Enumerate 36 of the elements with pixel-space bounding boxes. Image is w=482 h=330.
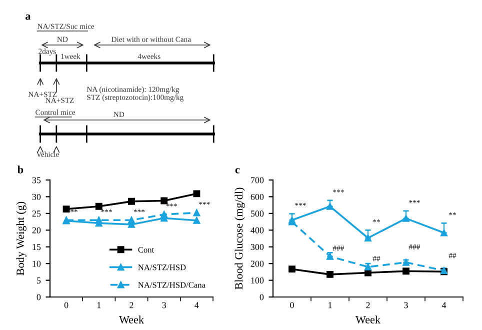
x-tick-label: 2	[366, 302, 370, 308]
y-tick-label: 700	[251, 177, 264, 184]
y-axis-title: Blood Glucose (mg/dl)	[234, 188, 245, 290]
x-tick-label: 4	[442, 302, 446, 308]
y-tick-label: 400	[250, 227, 264, 234]
chart-title: b	[18, 166, 24, 174]
x-axis-title: Week	[356, 316, 381, 324]
y-tick-label: 15	[32, 244, 41, 250]
y-tick-label: 300	[250, 244, 264, 250]
x-axis-title: Week	[119, 316, 144, 324]
y-tick-label: 35	[32, 177, 41, 184]
x-tick-label: 3	[162, 302, 166, 308]
x-tick-label: 1	[97, 302, 101, 308]
x-tick-label: 3	[404, 302, 408, 308]
y-axis-title: Body Weight (g)	[16, 202, 26, 276]
legend-label: NA/STZ/HSD/Cana	[138, 282, 206, 288]
x-tick-label: 0	[64, 302, 68, 308]
y-tick-label: 10	[32, 260, 41, 267]
x-tick-label: 2	[130, 302, 134, 308]
y-tick-label: 100	[251, 277, 264, 284]
y-tick-label: 0	[36, 294, 41, 300]
y-tick-label: 200	[250, 260, 264, 267]
y-tick-label: 30	[32, 194, 41, 200]
legend-label: NA/STZ/HSD	[138, 264, 186, 270]
text: a	[26, 14, 31, 20]
legend-label: Cont	[138, 246, 154, 253]
y-tick-label: 600	[250, 194, 264, 200]
x-tick-label: 0	[290, 302, 294, 308]
chart-title: c	[235, 168, 240, 174]
y-tick-label: 0	[260, 294, 264, 300]
x-tick-label: 1	[328, 302, 332, 308]
x-tick-label: 4	[194, 302, 199, 308]
y-tick-label: 25	[32, 210, 41, 217]
y-tick-label: 500	[250, 210, 264, 217]
y-tick-label: 20	[32, 227, 41, 234]
y-tick-label: 5	[36, 278, 41, 284]
